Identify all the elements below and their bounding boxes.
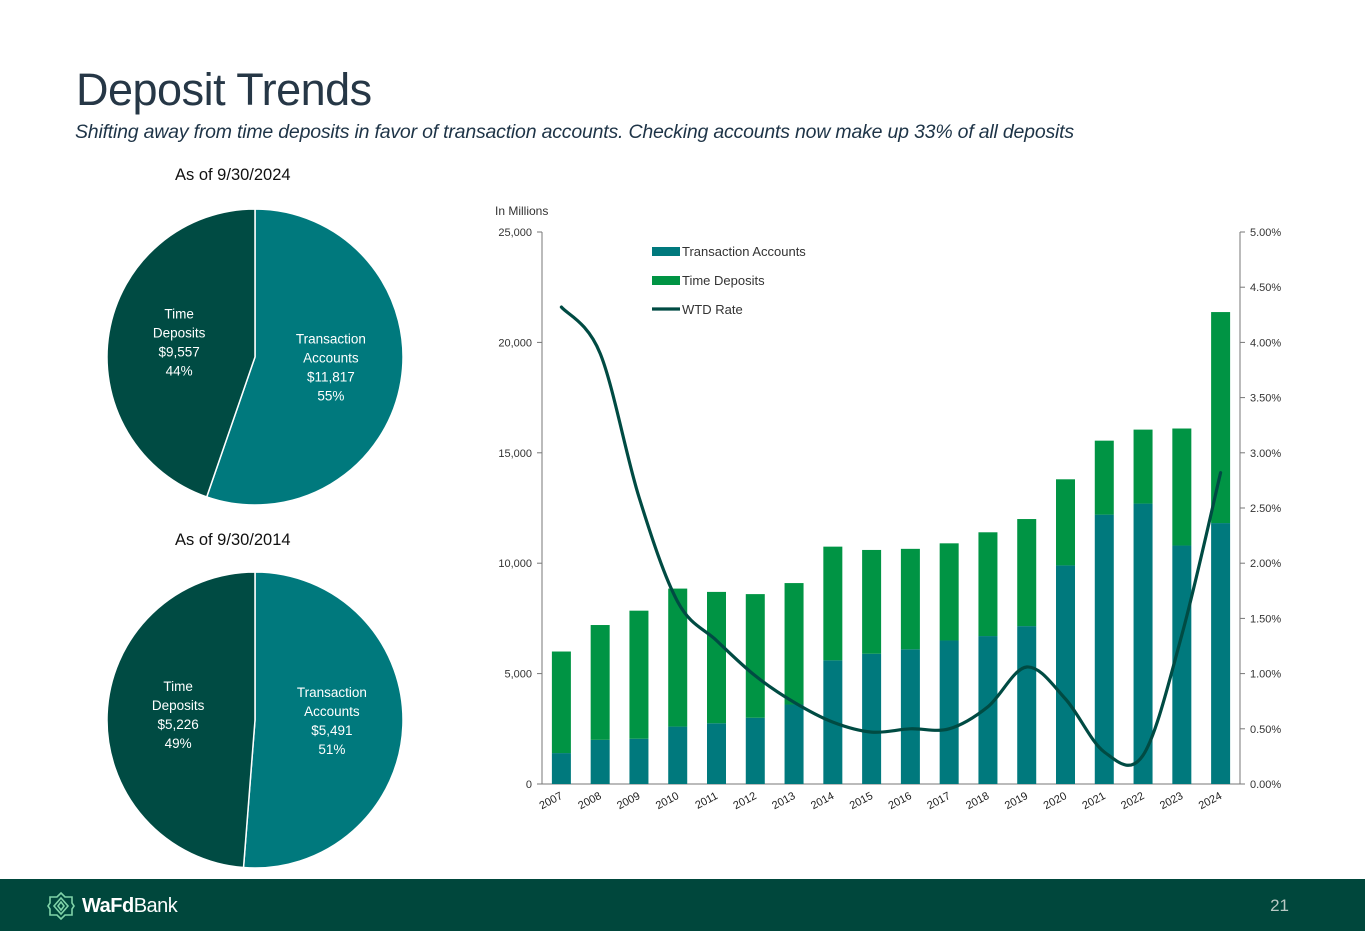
bar-transaction-2011 <box>707 723 726 784</box>
x-tick-label-2011: 2011 <box>693 790 720 812</box>
x-tick-label-2007: 2007 <box>538 790 565 812</box>
bar-transaction-2016 <box>900 649 920 784</box>
bar-transaction-2007 <box>551 753 571 784</box>
x-tick-label-2015: 2015 <box>848 790 875 812</box>
x-tick-label-2024: 2024 <box>1197 790 1224 812</box>
y-tick-label: 15,000 <box>498 448 532 460</box>
bar-time-2014 <box>823 546 843 661</box>
bar-time-2024 <box>1211 312 1231 524</box>
bar-transaction-2021 <box>1094 514 1114 784</box>
legend-swatch-time <box>652 276 680 285</box>
bar-transaction-2009 <box>629 738 649 784</box>
y2-tick-label: 5.00% <box>1250 227 1281 239</box>
bar-time-2008 <box>590 625 610 740</box>
x-tick-label-2013: 2013 <box>770 790 797 812</box>
x-tick-label-2017: 2017 <box>925 790 952 812</box>
y2-tick-label: 4.50% <box>1250 282 1281 294</box>
pie-slice-transaction <box>242 571 404 869</box>
x-tick-label-2022: 2022 <box>1119 790 1146 812</box>
x-tick-label-2014: 2014 <box>809 790 836 812</box>
y2-tick-label: 3.50% <box>1250 393 1281 405</box>
bar-time-2018 <box>978 532 998 637</box>
y2-tick-label: 2.00% <box>1250 558 1281 570</box>
x-tick-label-2009: 2009 <box>615 790 642 812</box>
bar-transaction-2008 <box>590 739 610 784</box>
bar-time-2023 <box>1172 428 1192 546</box>
bar-time-2016 <box>900 548 920 650</box>
bar-transaction-2023 <box>1172 545 1192 784</box>
legend-swatch-transaction <box>652 247 680 256</box>
footer-bar: WaFdBank 21 <box>0 879 1365 931</box>
x-tick-label-2008: 2008 <box>576 790 603 812</box>
bar-transaction-2012 <box>745 717 765 784</box>
pie-label-time: Time Deposits $9,557 44% <box>153 306 206 378</box>
y-tick-label: 20,000 <box>498 337 532 349</box>
pie-chart-2024: Transaction Accounts $11,817 55% Time Deposit… <box>106 208 404 506</box>
bar-time-2012 <box>745 594 765 718</box>
y2-tick-label: 0.00% <box>1250 779 1281 791</box>
pie-2014-title: As of 9/30/2014 <box>175 531 291 549</box>
wtd-rate-line <box>559 305 1223 767</box>
bar-transaction-2024 <box>1211 523 1231 784</box>
pie-label-transaction: Transaction Accounts $11,817 55% <box>296 332 366 404</box>
y-tick-label: 5,000 <box>504 669 532 681</box>
y2-tick-label: 0.50% <box>1250 724 1281 736</box>
x-tick-label-2018: 2018 <box>964 790 991 812</box>
y2-tick-label: 4.00% <box>1250 337 1281 349</box>
pie-chart-2014: Transaction Accounts $5,491 51% Time Deposits… <box>106 571 404 869</box>
bar-transaction-2017 <box>939 640 959 784</box>
bar-transaction-2010 <box>668 726 688 784</box>
y2-tick-label: 1.50% <box>1250 613 1281 625</box>
bar-transaction-2020 <box>1056 565 1075 784</box>
bar-time-2011 <box>707 591 726 724</box>
bar-time-2009 <box>629 610 649 739</box>
y2-tick-label: 2.50% <box>1250 503 1281 515</box>
pie-2024-title: As of 9/30/2024 <box>175 166 291 184</box>
pie-slice-time <box>106 571 256 869</box>
x-tick-label-2012: 2012 <box>731 790 758 812</box>
x-tick-label-2016: 2016 <box>887 790 914 812</box>
legend-label-transaction: Transaction Accounts <box>682 244 806 259</box>
x-tick-label-2020: 2020 <box>1042 790 1069 812</box>
pie-label-transaction: Transaction Accounts $5,491 51% <box>297 685 367 757</box>
y-axis-unit-label: In Millions <box>495 204 548 218</box>
bar-time-2020 <box>1056 479 1075 566</box>
bar-transaction-2018 <box>978 636 998 784</box>
bar-time-2017 <box>939 543 959 641</box>
page-title: Deposit Trends <box>76 64 372 115</box>
y-tick-label: 10,000 <box>498 558 532 570</box>
x-tick-label-2023: 2023 <box>1158 790 1185 812</box>
wafd-logo: WaFdBank <box>46 891 178 921</box>
wafd-leaf-icon <box>47 891 75 921</box>
pie-slice-transaction <box>205 208 404 506</box>
deposit-combo-chart: In Millions 0 5,000 10,000 15,000 20,000 25,00… <box>495 204 1281 812</box>
bar-time-2007 <box>551 651 571 754</box>
legend-label-time: Time Deposits <box>682 273 765 288</box>
bar-time-2022 <box>1133 429 1153 504</box>
x-tick-label-2010: 2010 <box>654 790 681 812</box>
y2-tick-label: 1.00% <box>1250 669 1281 681</box>
y-tick-label: 0 <box>526 779 532 791</box>
page-subtitle: Shifting away from time deposits in favo… <box>75 121 1074 143</box>
bar-time-2013 <box>784 583 804 705</box>
y-tick-label: 25,000 <box>498 227 532 239</box>
bar-time-2019 <box>1017 519 1037 627</box>
bar-transaction-2022 <box>1133 503 1153 784</box>
pie-label-time: Time Deposits $5,226 49% <box>152 679 205 751</box>
brand-name: WaFdBank <box>82 894 178 917</box>
bar-time-2021 <box>1094 440 1114 515</box>
y2-tick-label: 3.00% <box>1250 448 1281 460</box>
x-tick-label-2019: 2019 <box>1003 790 1030 812</box>
bar-time-2015 <box>862 549 882 654</box>
bar-transaction-2015 <box>862 653 882 784</box>
bar-transaction-2019 <box>1017 626 1037 784</box>
x-tick-label-2021: 2021 <box>1080 790 1107 812</box>
pie-slice-time <box>106 208 256 498</box>
bar-time-2010 <box>668 588 688 727</box>
bar-transaction-2013 <box>784 704 804 784</box>
legend-label-rate: WTD Rate <box>682 302 743 317</box>
page-number: 21 <box>1270 896 1289 915</box>
